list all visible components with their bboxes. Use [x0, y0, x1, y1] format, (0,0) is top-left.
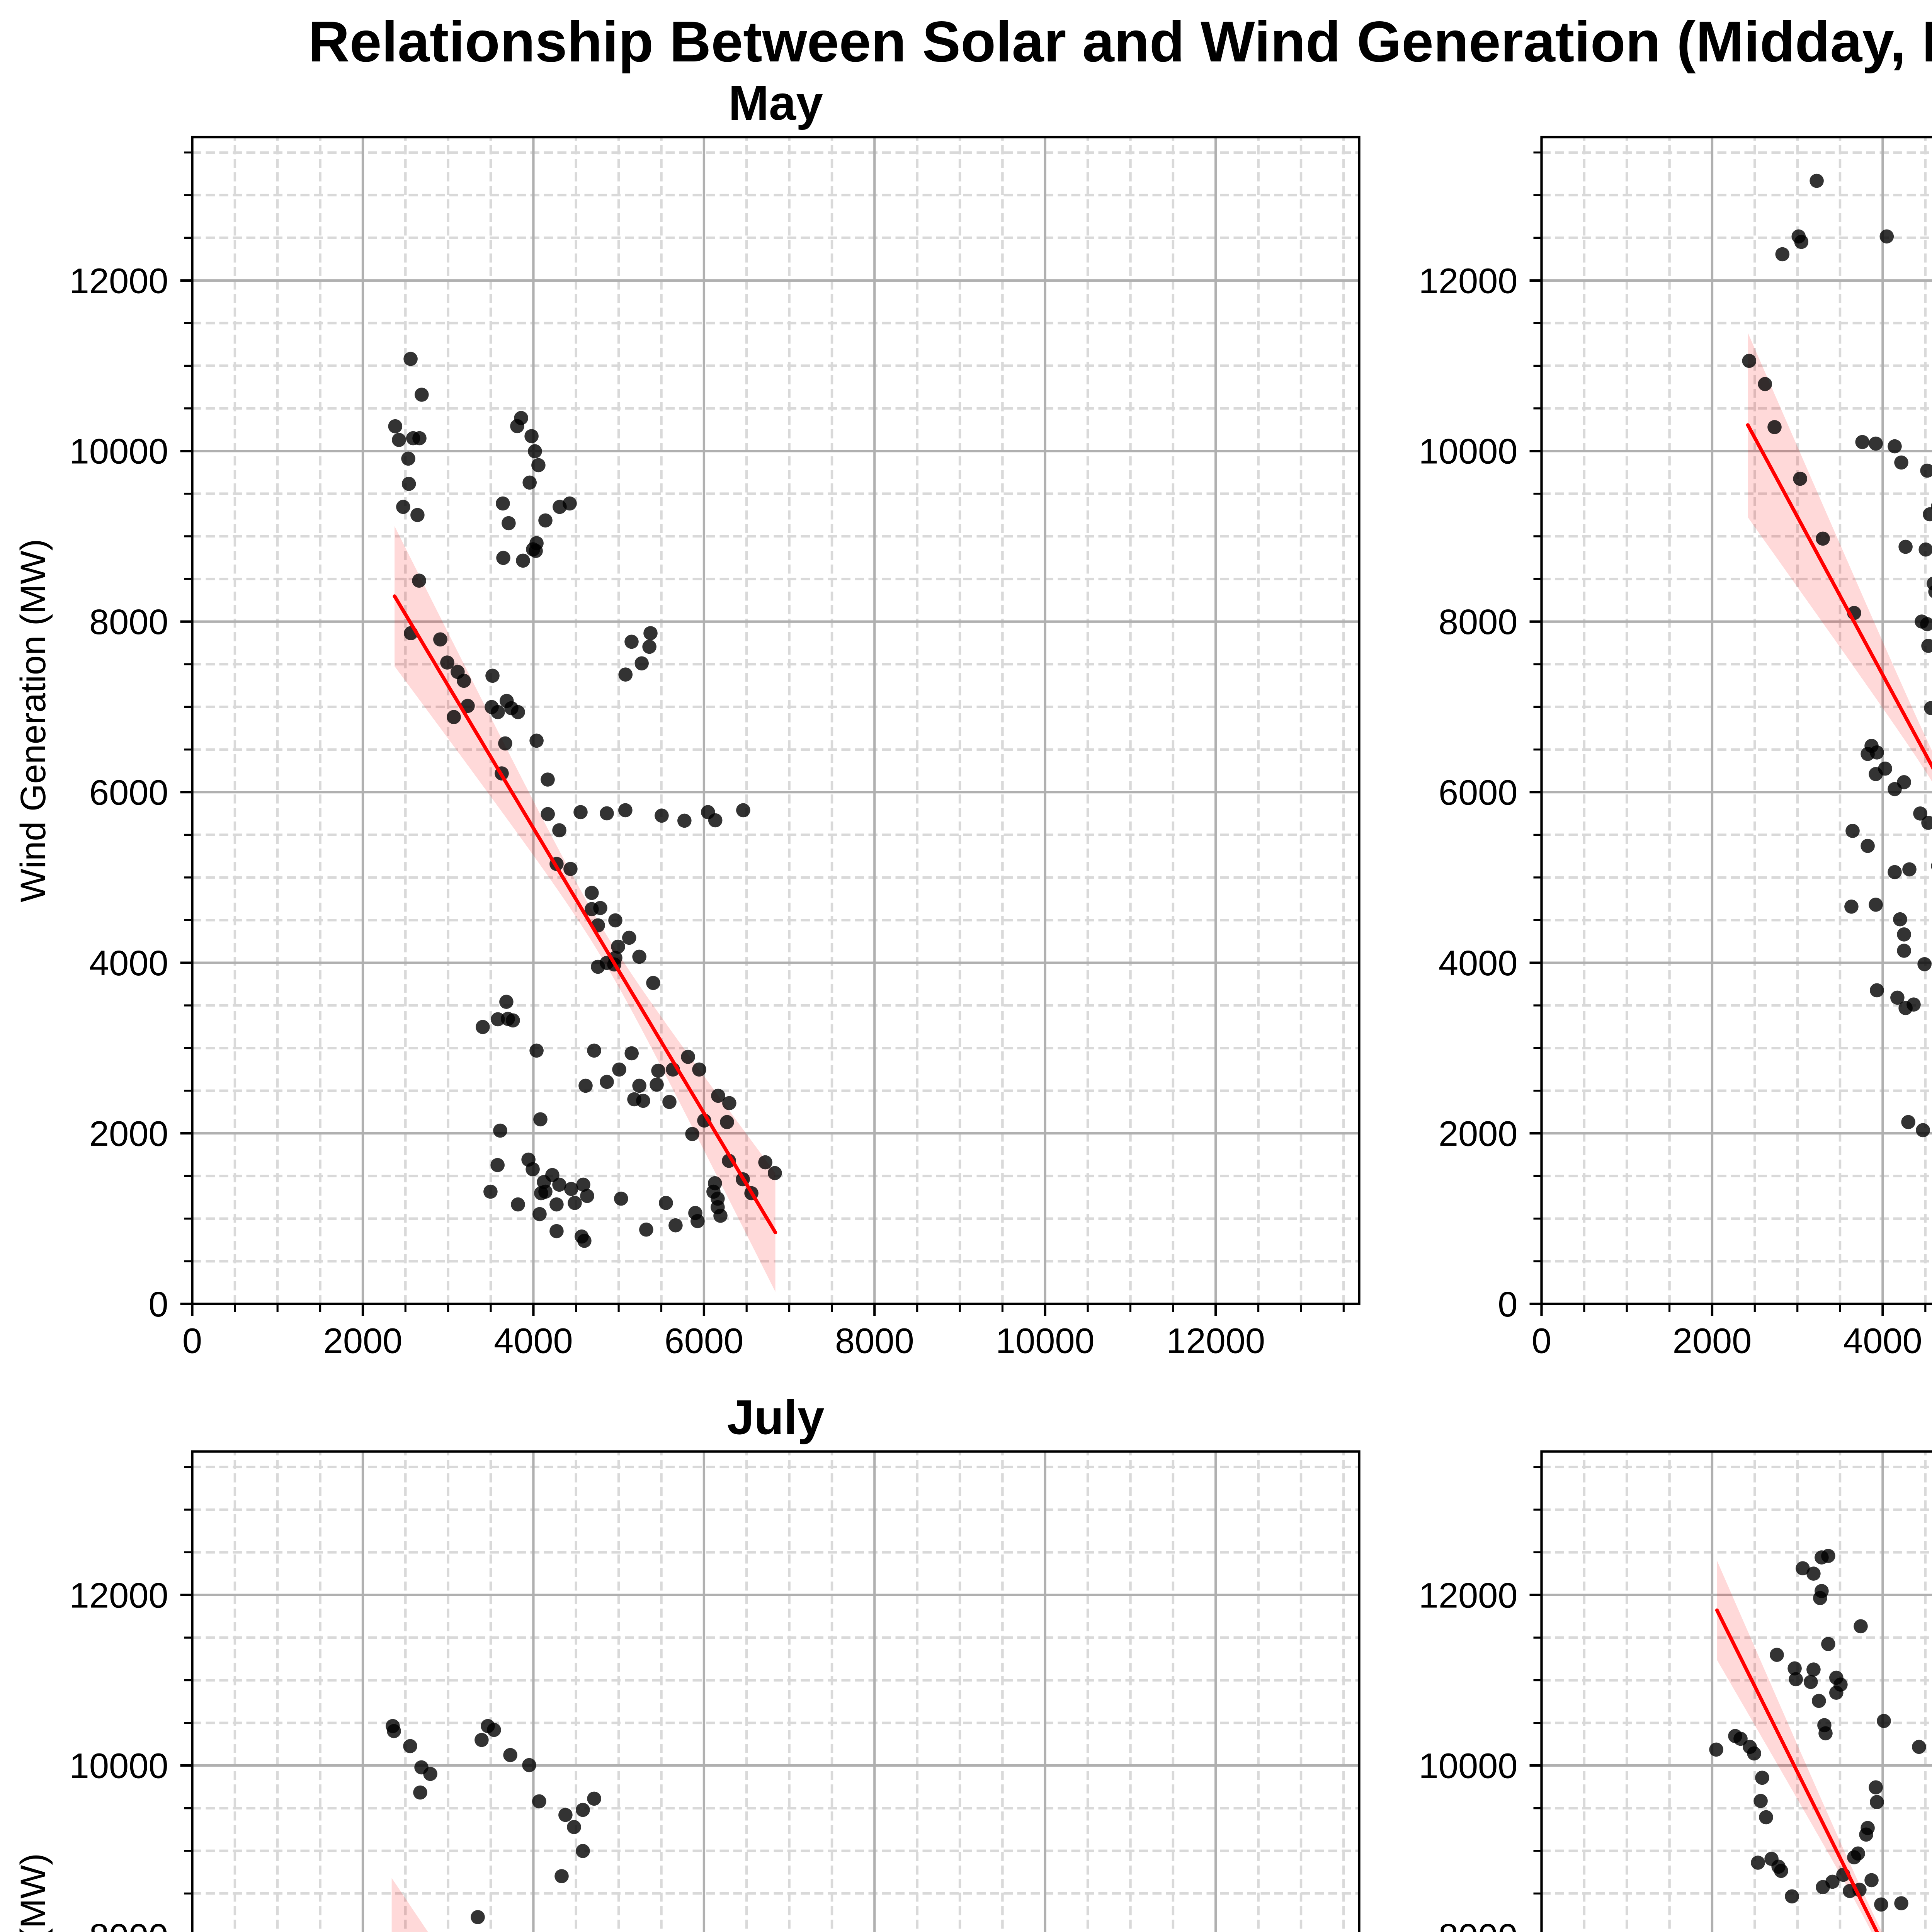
svg-text:12000: 12000 — [1166, 1321, 1265, 1361]
svg-text:4000: 4000 — [1439, 944, 1518, 983]
svg-text:10000: 10000 — [1419, 432, 1518, 471]
svg-text:Wind Generation (MW): Wind Generation (MW) — [14, 539, 53, 902]
svg-text:2000: 2000 — [89, 1114, 168, 1154]
svg-text:2000: 2000 — [323, 1321, 403, 1361]
svg-text:10000: 10000 — [70, 1747, 168, 1786]
svg-text:0: 0 — [182, 1321, 202, 1361]
svg-text:10000: 10000 — [1419, 1747, 1518, 1786]
svg-text:Relationship Between Solar and: Relationship Between Solar and Wind Gene… — [308, 9, 1932, 74]
svg-text:0: 0 — [1532, 1321, 1551, 1361]
svg-text:8000: 8000 — [89, 602, 168, 642]
svg-text:0: 0 — [148, 1285, 168, 1324]
svg-text:2000: 2000 — [1673, 1321, 1752, 1361]
svg-text:8000: 8000 — [1439, 602, 1518, 642]
svg-text:10000: 10000 — [70, 432, 168, 471]
svg-text:12000: 12000 — [70, 261, 168, 301]
svg-text:10000: 10000 — [996, 1321, 1095, 1361]
svg-text:12000: 12000 — [1419, 1576, 1518, 1615]
svg-text:Wind Generation (MW): Wind Generation (MW) — [14, 1853, 53, 1932]
svg-text:0: 0 — [1498, 1285, 1517, 1324]
svg-text:4000: 4000 — [89, 944, 168, 983]
svg-text:May: May — [728, 76, 823, 130]
svg-text:2000: 2000 — [1439, 1114, 1518, 1154]
svg-text:12000: 12000 — [70, 1576, 168, 1615]
svg-text:6000: 6000 — [1439, 773, 1518, 813]
svg-text:July: July — [727, 1390, 824, 1445]
svg-text:6000: 6000 — [89, 773, 168, 813]
svg-text:4000: 4000 — [1843, 1321, 1922, 1361]
svg-text:6000: 6000 — [665, 1321, 744, 1361]
svg-text:8000: 8000 — [1439, 1917, 1518, 1932]
svg-text:8000: 8000 — [89, 1917, 168, 1932]
svg-text:4000: 4000 — [494, 1321, 573, 1361]
svg-text:8000: 8000 — [835, 1321, 914, 1361]
svg-text:12000: 12000 — [1419, 261, 1518, 301]
